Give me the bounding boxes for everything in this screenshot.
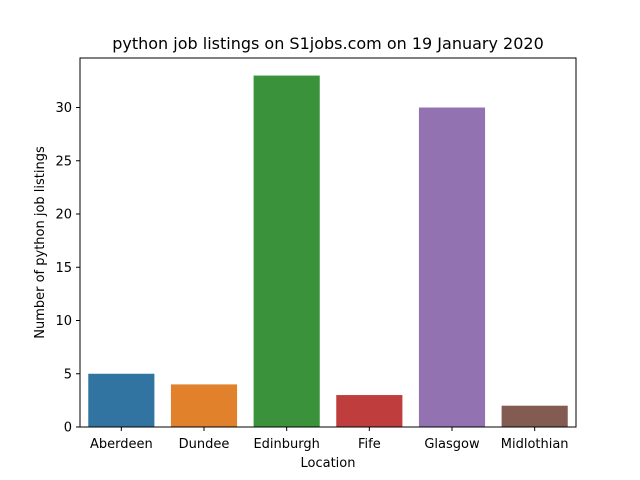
bar-aberdeen [88,373,155,427]
x-tick-label: Aberdeen [90,437,153,452]
bar-group [88,75,568,428]
x-tick-label: Midlothian [501,437,569,452]
y-axis-ticks: 0 5 10 15 20 25 30 [55,101,80,436]
x-axis-label: Location [301,456,356,471]
x-tick-label: Glasgow [424,437,480,452]
bar-edinburgh [253,75,320,428]
chart-title: python job listings on S1jobs.com on 19 … [112,34,544,53]
x-axis-ticks: Aberdeen Dundee Edinburgh Fife Glasgow Midlot… [90,427,569,452]
bar-midlothian [501,405,568,427]
plot-area: Aberdeen Dundee Edinburgh Fife Glasgow Midlot… [55,57,577,452]
y-tick-label: 30 [55,101,72,116]
bar-glasgow [418,107,486,428]
plot-frame [79,57,577,428]
bar-fife [336,395,403,427]
y-tick-label: 10 [55,314,72,329]
y-tick-label: 25 [55,154,72,169]
bar-dundee [170,384,238,427]
x-tick-label: Fife [358,437,381,452]
y-tick-label: 5 [64,367,72,382]
y-tick-label: 20 [55,208,72,223]
y-axis-label: Number of python job listings [33,146,48,339]
x-tick-label: Dundee [179,437,230,452]
y-tick-label: 15 [55,261,72,276]
x-tick-label: Edinburgh [253,437,319,452]
y-tick-label: 0 [64,421,72,436]
